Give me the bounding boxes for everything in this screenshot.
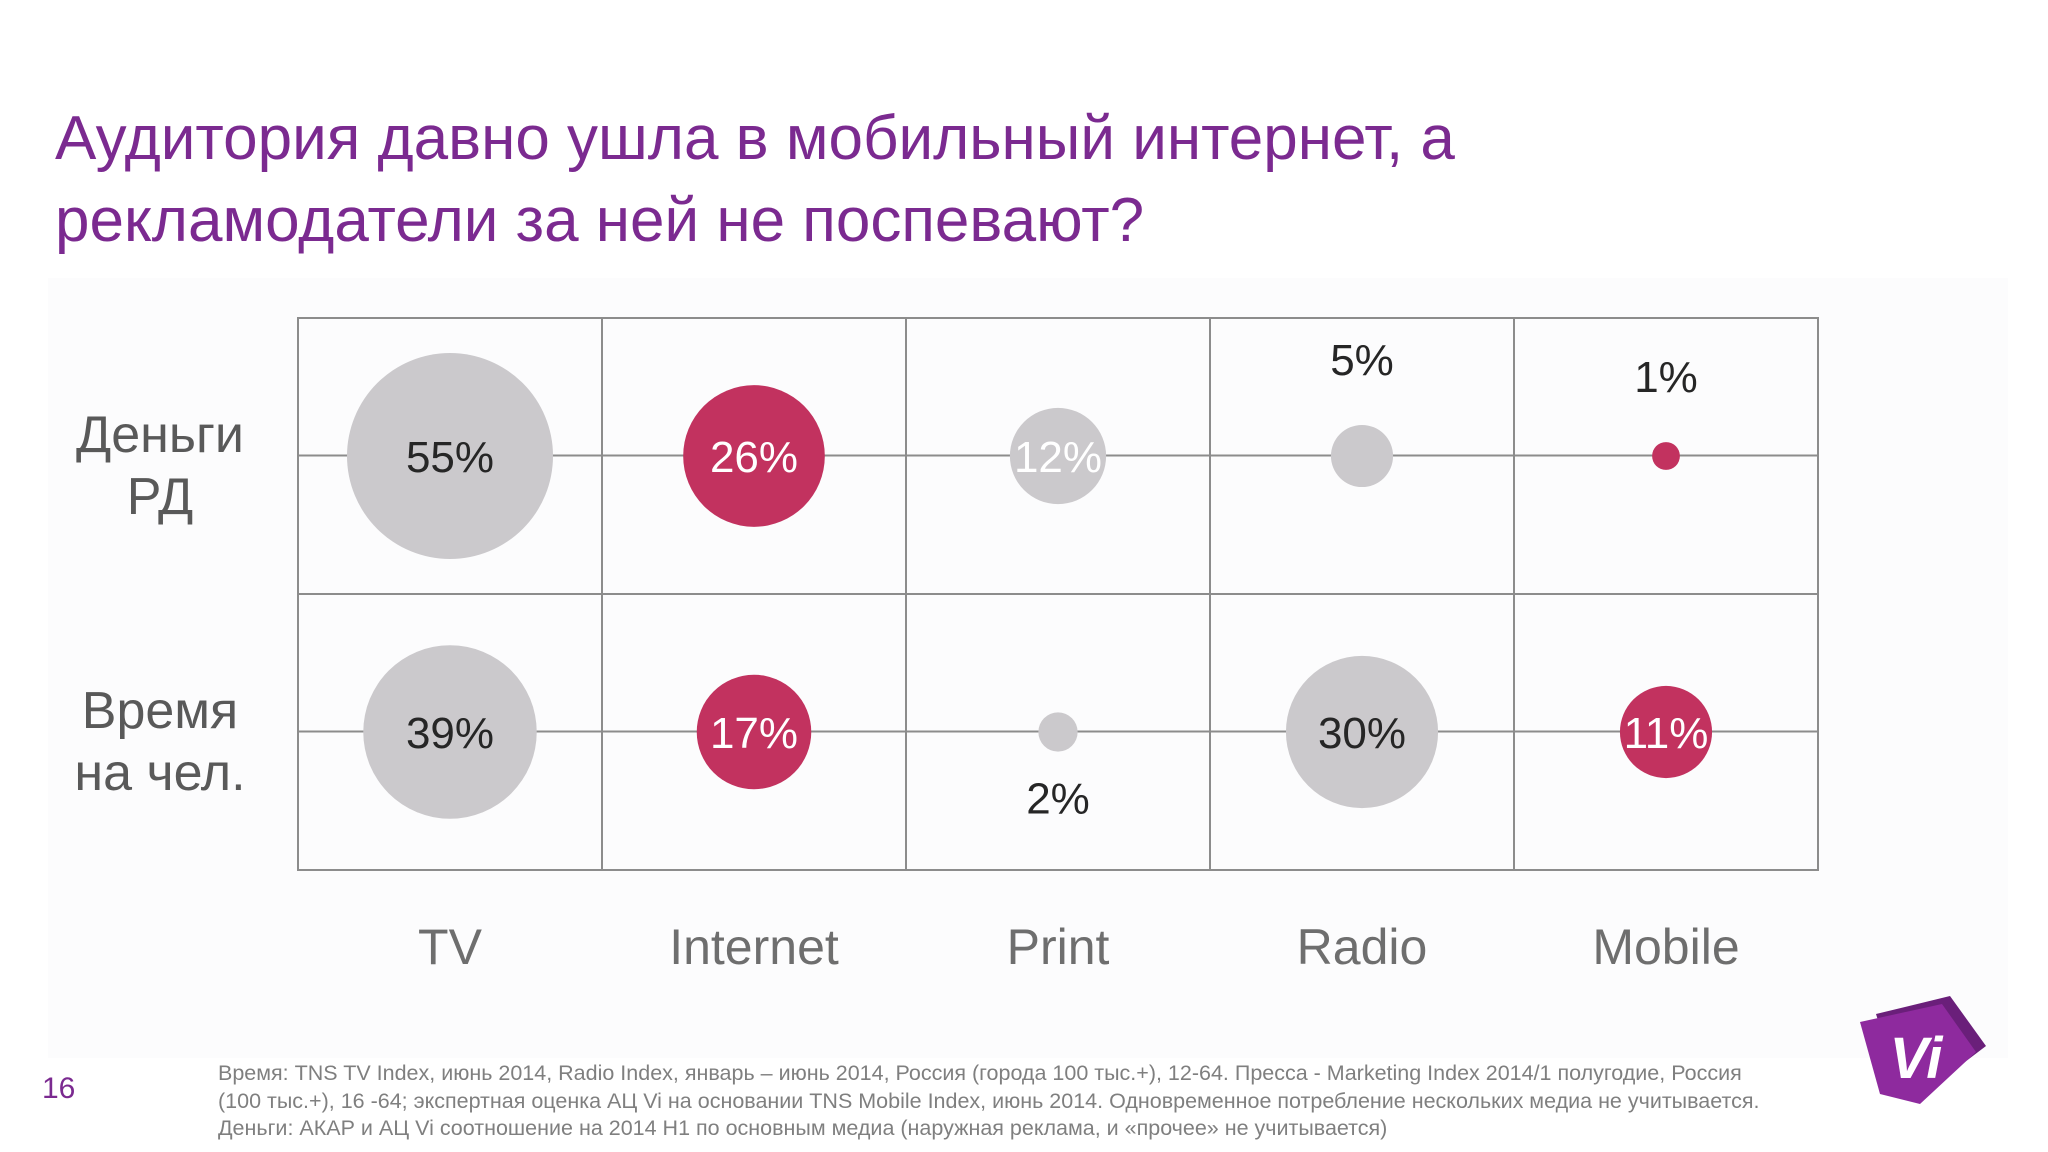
bubble-mobile-row-2 [1619,685,1713,779]
footnote-line-1: Время: TNS TV Index, июнь 2014, Radio In… [218,1061,1742,1085]
value-label-mobile-row-1: 1% [1634,353,1698,402]
category-label-print: Print [1007,919,1110,975]
footnote-line-2: (100 тыс.+), 16 -64; экспертная оценка А… [218,1088,1760,1113]
row-label-line: Деньги [76,406,244,464]
slide-title: Аудитория давно ушла в мобильный интерне… [55,98,1755,262]
vi-logo-icon: Vi [1860,996,1986,1104]
title-line-1: Аудитория давно ушла в мобильный интерне… [55,104,1455,173]
value-label-mobile-row-2: 11% [1624,709,1709,758]
bubble-chart: Деньги РД Время на чел. TV Internet Print Radio… [74,317,1819,975]
page-number: 16 [42,1072,76,1105]
bubble-internet-row-2 [696,674,812,790]
value-label-radio-row-2: 30% [1318,709,1406,758]
category-label-radio: Radio [1297,919,1428,975]
bubble-print-row-2 [1038,712,1078,752]
value-label-internet-row-2: 17% [710,709,798,758]
row-label-1: Деньги РД [76,406,244,526]
bubble-tv-row-2 [363,645,537,819]
value-label-print-row-2: 2% [1026,775,1090,824]
title-line-2: рекламодатели за ней не поспевают? [55,186,1145,255]
row-label-2: Время на чел. [74,682,245,802]
bubble-tv-row-1 [347,353,553,559]
row-label-line: Время [82,682,238,740]
bubble-radio-row-2 [1285,655,1439,809]
logo-text: Vi [1890,1026,1945,1091]
value-label-radio-row-1: 5% [1330,336,1394,385]
logo-front-shape [1860,1004,1976,1104]
bubble-radio-row-1 [1330,424,1394,488]
footnote: Время: TNS TV Index, июнь 2014, Radio In… [218,1060,1878,1143]
value-label-print-row-1: 12% [1014,433,1102,482]
value-label-tv-row-2: 39% [406,709,494,758]
value-label-tv-row-1: 55% [406,433,494,482]
bubble-mobile-row-1 [1652,442,1680,470]
category-label-mobile: Mobile [1592,919,1739,975]
value-label-internet-row-1: 26% [710,433,798,482]
row-label-line: на чел. [74,744,245,802]
category-label-internet: Internet [669,919,839,975]
bubble-internet-row-1 [683,385,825,527]
bubble-print-row-1 [1009,407,1107,505]
row-label-line: РД [127,468,193,526]
footnote-line-3: Деньги: АКАР и АЦ Vi соотношение на 2014… [218,1116,1388,1140]
category-label-tv: TV [418,919,483,975]
